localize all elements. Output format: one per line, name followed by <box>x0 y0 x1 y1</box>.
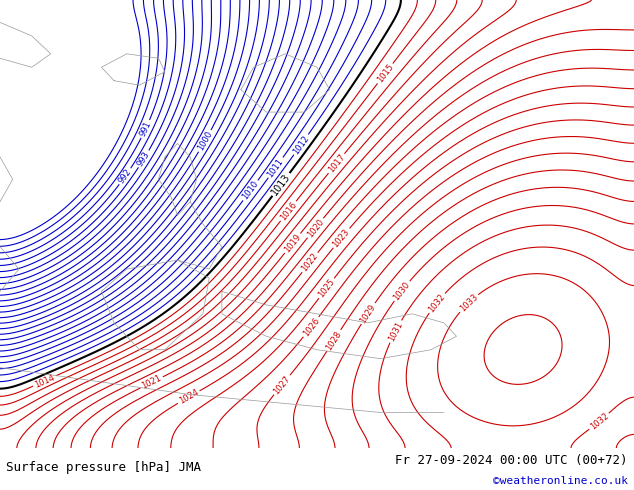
Text: 1013: 1013 <box>269 172 292 197</box>
Text: 1027: 1027 <box>272 374 292 396</box>
Text: 1000: 1000 <box>196 129 214 152</box>
Text: 1011: 1011 <box>266 156 285 179</box>
Text: 1032: 1032 <box>588 411 610 432</box>
Text: 1030: 1030 <box>392 280 412 302</box>
Text: 1028: 1028 <box>325 329 344 352</box>
Text: 1032: 1032 <box>427 292 447 314</box>
Text: 1033: 1033 <box>458 293 479 314</box>
Text: 992: 992 <box>117 167 133 185</box>
Text: 1015: 1015 <box>375 62 395 85</box>
Text: 1012: 1012 <box>292 133 311 156</box>
Text: 1019: 1019 <box>283 232 302 254</box>
Text: 1014: 1014 <box>33 372 56 390</box>
Text: 1017: 1017 <box>327 152 347 174</box>
Text: 1016: 1016 <box>278 200 299 222</box>
Text: Surface pressure [hPa] JMA: Surface pressure [hPa] JMA <box>6 461 202 474</box>
Text: 1023: 1023 <box>331 227 352 249</box>
Text: 1031: 1031 <box>387 320 404 343</box>
Text: 1026: 1026 <box>301 316 321 338</box>
Text: 1022: 1022 <box>300 251 320 273</box>
Text: 1021: 1021 <box>140 374 163 391</box>
Text: 1024: 1024 <box>178 388 200 406</box>
Text: 993: 993 <box>136 150 152 168</box>
Text: 1010: 1010 <box>241 179 261 201</box>
Text: 1025: 1025 <box>316 277 337 299</box>
Text: ©weatheronline.co.uk: ©weatheronline.co.uk <box>493 476 628 486</box>
Text: 991: 991 <box>138 120 153 138</box>
Text: Fr 27-09-2024 00:00 UTC (00+72): Fr 27-09-2024 00:00 UTC (00+72) <box>395 454 628 466</box>
Text: 1020: 1020 <box>306 217 326 239</box>
Text: 1029: 1029 <box>359 302 378 325</box>
